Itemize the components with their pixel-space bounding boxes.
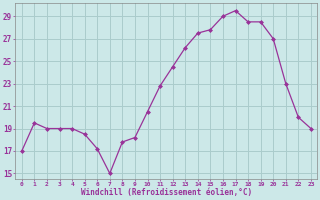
X-axis label: Windchill (Refroidissement éolien,°C): Windchill (Refroidissement éolien,°C) [81, 188, 252, 197]
